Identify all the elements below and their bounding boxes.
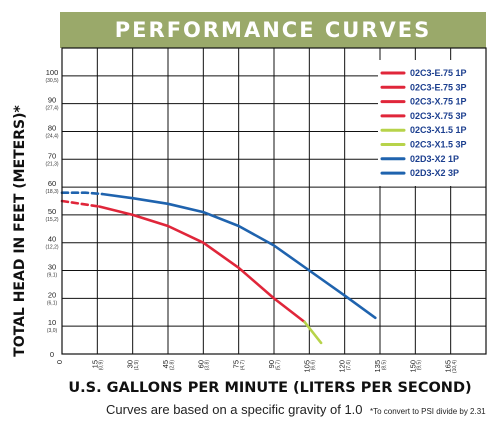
- x-tick-label: 60 (3,8): [196, 360, 210, 371]
- tick-labels: 0 15 (0,9) 30 (1,9) 45 (2,8) 60 (3,8) 75 (4,7) 90 (5…: [45, 68, 458, 373]
- series-lines: [60, 191, 377, 345]
- y-tick-value: 50: [48, 207, 56, 216]
- legend: 02C3-E.75 1P 02C3-E.75 3P 02C3-X.75 1P 02C3…: [378, 60, 486, 186]
- y-tick-sub: (6,1): [47, 300, 58, 306]
- y-tick-value: 60: [48, 179, 56, 188]
- x-tick-value: 135: [373, 360, 382, 373]
- y-tick-sub: (3,0): [47, 328, 58, 334]
- x-tick-value: 15: [90, 360, 99, 368]
- gravity-footnote: Curves are based on a specific gravity o…: [106, 402, 363, 417]
- x-tick-label: 0: [55, 360, 64, 364]
- x-tick-label: 135 (8,5): [373, 360, 387, 373]
- x-tick-value: 0: [55, 360, 64, 364]
- series-red-dashed: [60, 199, 101, 208]
- legend-label: 02C3-X1.5 1P: [410, 125, 467, 135]
- x-tick-value: 30: [126, 360, 135, 368]
- chart-title: PERFORMANCE CURVES: [60, 12, 486, 48]
- x-axis-label: U.S. GALLONS PER MINUTE (LITERS PER SECO…: [68, 380, 471, 396]
- x-tick-value: 165: [444, 360, 453, 373]
- legend-box: [378, 60, 486, 186]
- y-tick-value: 80: [48, 123, 56, 132]
- y-tick-sub: (24,4): [45, 133, 58, 139]
- x-tick-label: 120 (7,6): [338, 360, 352, 373]
- y-tick-value: 100: [46, 68, 59, 77]
- x-tick-value: 75: [232, 360, 241, 368]
- x-tick-sub: (0,9): [99, 360, 105, 371]
- legend-label: 02D3-X2 1P: [410, 154, 459, 164]
- legend-label: 02C3-X.75 1P: [410, 97, 467, 107]
- x-tick-sub: (8,5): [381, 360, 387, 371]
- y-tick-sub: (18,3): [45, 189, 58, 195]
- x-tick-value: 120: [338, 360, 347, 373]
- x-tick-label: 45 (2,8): [161, 360, 175, 371]
- x-tick-value: 90: [267, 360, 276, 368]
- x-tick-value: 45: [161, 360, 170, 368]
- plot-frame: [61, 47, 487, 355]
- y-tick-value: 20: [48, 290, 56, 299]
- legend-label: 02D3-X2 3P: [410, 168, 459, 178]
- x-tick-sub: (6,6): [311, 360, 317, 371]
- y-tick-value: 0: [50, 350, 54, 359]
- y-tick-sub: (27,4): [45, 106, 58, 112]
- legend-label: 02C3-X.75 3P: [410, 111, 467, 121]
- x-tick-sub: (5,7): [275, 360, 281, 371]
- x-tick-label: 105 (6,6): [302, 360, 316, 373]
- x-tick-sub: (1,9): [134, 360, 140, 371]
- x-tick-label: 75 (4,7): [232, 360, 246, 371]
- x-tick-value: 150: [408, 360, 417, 373]
- series-red-line: [98, 205, 306, 324]
- y-tick-sub: (30,5): [45, 78, 58, 84]
- psi-conversion-note: *To convert to PSI divide by 2.31: [370, 407, 486, 416]
- x-tick-label: 150 (9,5): [408, 360, 422, 373]
- series-green-line: [303, 320, 323, 345]
- x-tick-sub: (2,8): [169, 360, 175, 371]
- x-tick-sub: (9,5): [417, 360, 423, 371]
- x-tick-sub: (7,6): [346, 360, 352, 371]
- legend-label: 02C3-E.75 3P: [410, 82, 467, 92]
- y-tick-value: 30: [48, 263, 56, 272]
- x-tick-label: 15 (0,9): [90, 360, 104, 371]
- y-tick-value: 70: [48, 151, 56, 160]
- x-tick-label: 30 (1,9): [126, 360, 140, 371]
- grid: [62, 48, 486, 354]
- legend-label: 02C3-X1.5 3P: [410, 140, 467, 150]
- series-blue-dashed: [60, 191, 104, 196]
- y-tick-value: 90: [48, 96, 56, 105]
- x-tick-label: 90 (5,7): [267, 360, 281, 371]
- x-tick-label: 165 (10,4): [444, 360, 458, 373]
- legend-label: 02C3-E.75 1P: [410, 68, 467, 78]
- y-tick-value: 10: [48, 318, 56, 327]
- y-tick-sub: (15,2): [45, 217, 58, 223]
- y-tick-value: 40: [48, 235, 56, 244]
- series-blue-line: [100, 192, 377, 320]
- y-tick-sub: (21,3): [45, 161, 58, 167]
- y-tick-sub: (9,1): [47, 273, 58, 279]
- y-axis-label: TOTAL HEAD IN FEET (METERS)*: [12, 104, 28, 356]
- x-tick-sub: (4,7): [240, 360, 246, 371]
- x-tick-sub: (3,8): [205, 360, 211, 371]
- x-tick-value: 60: [196, 360, 205, 368]
- x-tick-sub: (10,4): [452, 360, 458, 373]
- x-tick-value: 105: [302, 360, 311, 373]
- y-tick-sub: (12,2): [45, 245, 58, 251]
